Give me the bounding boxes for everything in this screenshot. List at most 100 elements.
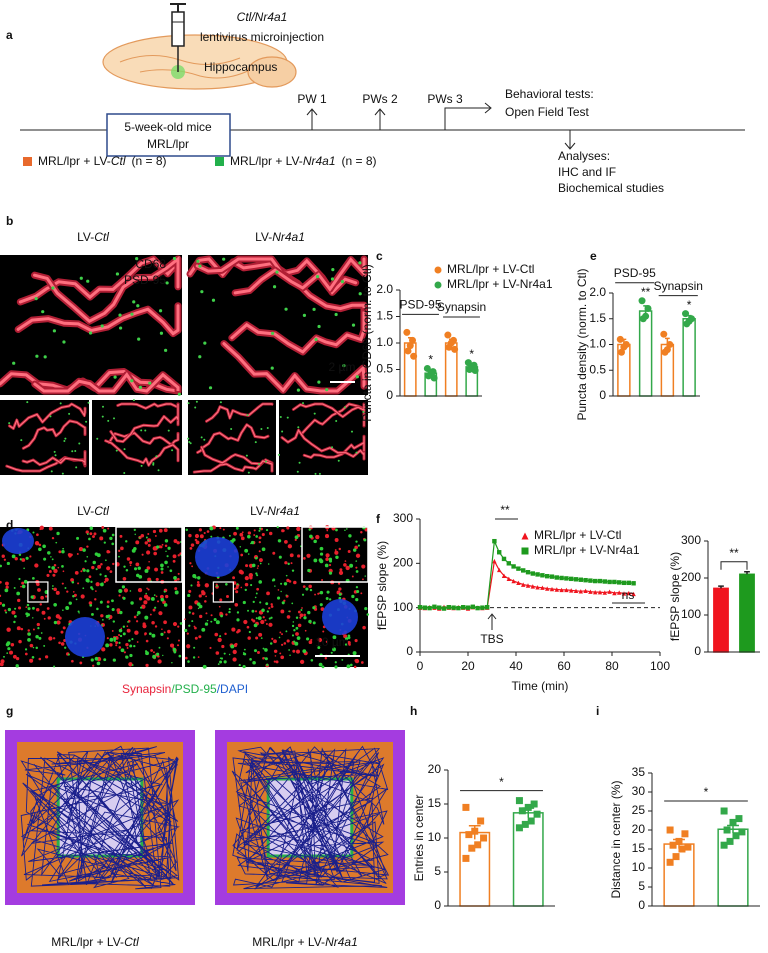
synapsin-puncta (360, 531, 363, 534)
puncta (358, 292, 362, 296)
psd95-puncta (349, 563, 354, 568)
puncta (284, 307, 288, 311)
synapsin-puncta (145, 663, 149, 668)
data-point (612, 590, 617, 596)
synapsin-puncta (361, 564, 366, 569)
synapsin-puncta (194, 626, 197, 630)
dendrite-highlight (22, 420, 86, 449)
psd95-puncta (128, 639, 131, 642)
y-axis-label: Puncta density (norm. to Ctl) (575, 268, 589, 420)
puncta (208, 386, 213, 390)
panel-label: h (410, 704, 417, 718)
scale-bar-label: 2 µm (329, 360, 356, 374)
psd95-puncta (318, 662, 323, 667)
psd95-puncta (82, 587, 85, 590)
psd95-puncta (101, 624, 104, 626)
y-tick-label: 0 (638, 898, 645, 912)
synapsin-puncta (206, 530, 210, 533)
panel-label: d (6, 518, 13, 532)
psd95-puncta (27, 607, 31, 611)
y-axis-label: Entries in center (412, 795, 426, 882)
synapsin-puncta (339, 568, 343, 572)
y-tick-label: 2.0 (376, 282, 393, 296)
psd95-puncta (309, 534, 313, 539)
synapsin-puncta (284, 561, 288, 565)
data-point (631, 591, 636, 597)
synapsin-puncta (258, 632, 263, 637)
psd95-puncta (104, 574, 107, 578)
psd95-puncta (255, 617, 258, 620)
psd95-puncta (301, 593, 305, 596)
synapsin-puncta (37, 588, 41, 592)
psd95-puncta (265, 529, 269, 532)
gene-name: Nr4a1 (303, 154, 336, 168)
synapsin-puncta (177, 625, 180, 628)
data-point (617, 590, 622, 595)
synapsin-puncta (107, 527, 110, 530)
synapsin-puncta (161, 628, 163, 631)
puncta (198, 355, 202, 359)
synapsin-puncta (258, 550, 261, 553)
synapsin-puncta (161, 543, 164, 546)
dendrite-highlight (33, 372, 180, 393)
synapsin-puncta (247, 636, 251, 640)
puncta (43, 355, 47, 359)
psd95-puncta (324, 563, 329, 568)
synapsin-puncta (273, 649, 278, 654)
synapsin-puncta (240, 570, 244, 575)
psd95-puncta (30, 595, 34, 599)
synapsin-puncta (268, 531, 273, 536)
puncta (296, 470, 299, 473)
psd95-puncta (164, 560, 168, 565)
synapsin-puncta (106, 637, 109, 640)
psd95-puncta (255, 535, 258, 538)
error-bar (744, 570, 750, 575)
synapsin-puncta (5, 585, 9, 589)
psd95-puncta (136, 614, 139, 617)
synapsin-puncta (274, 655, 277, 657)
data-point (612, 579, 617, 585)
synapsin-puncta (337, 582, 341, 585)
psd95-puncta (334, 665, 338, 669)
puncta (315, 275, 320, 279)
psd95-puncta (160, 567, 164, 571)
psd95-puncta (277, 596, 281, 600)
psd95-puncta (293, 629, 296, 632)
synapsin-puncta (324, 534, 330, 539)
psd95-puncta (123, 565, 126, 568)
synapsin-puncta (233, 643, 238, 648)
data-point (669, 841, 677, 849)
synapsin-puncta (338, 570, 344, 575)
psd95-puncta (32, 531, 35, 534)
stain-part: /DAPI (217, 682, 248, 696)
puncta (200, 290, 204, 294)
data-point (417, 605, 423, 610)
puncta (343, 406, 346, 409)
data-point (602, 590, 607, 595)
psd95-puncta (13, 587, 16, 589)
psd95-puncta (251, 563, 256, 568)
psd95-puncta (264, 657, 268, 661)
data-point (720, 807, 728, 815)
data-point (638, 297, 646, 305)
data-point (471, 827, 479, 835)
data-point (723, 826, 731, 834)
psd95-puncta (84, 560, 87, 563)
psd95-puncta (133, 644, 136, 648)
psd95-puncta (35, 646, 39, 650)
data-point (597, 589, 603, 595)
puncta (198, 264, 202, 268)
analyses-text: IHC and IF (558, 165, 616, 179)
puncta (61, 472, 64, 475)
psd95-puncta (356, 589, 360, 594)
puncta (132, 399, 135, 402)
synapsin-puncta (120, 546, 124, 551)
synapsin-puncta (142, 624, 147, 629)
psd95-puncta (23, 567, 25, 570)
psd95-puncta (35, 634, 39, 639)
synapsin-puncta (147, 588, 150, 591)
psd95-puncta (285, 574, 288, 577)
psd95-puncta (138, 536, 141, 539)
synapsin-puncta (85, 530, 89, 534)
synapsin-puncta (0, 601, 2, 605)
